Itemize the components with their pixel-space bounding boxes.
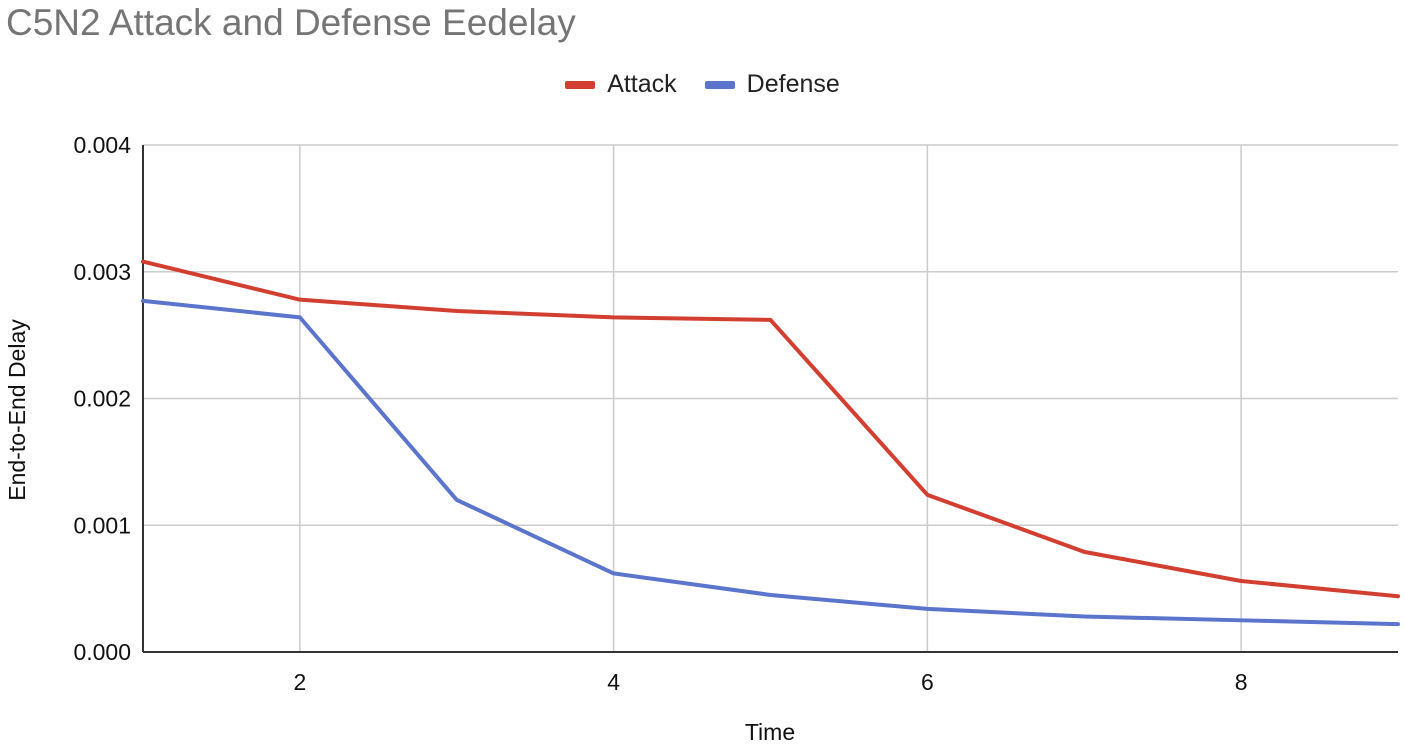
legend-item-defense[interactable]: Defense [704, 70, 840, 99]
x-tick-label: 4 [607, 669, 620, 695]
x-tick-label: 8 [1235, 669, 1248, 695]
legend: Attack Defense [0, 70, 1405, 99]
y-tick-label: 0.000 [73, 639, 131, 665]
y-axis-title: End-to-End Delay [4, 319, 30, 501]
legend-swatch-attack [565, 80, 596, 89]
y-tick-label: 0.004 [73, 132, 131, 158]
y-tick-label: 0.003 [73, 259, 131, 285]
chart-title: C5N2 Attack and Defense Eedelay [6, 2, 576, 43]
y-tick-label: 0.001 [73, 512, 131, 538]
legend-label-defense: Defense [746, 70, 840, 98]
y-tick-label: 0.002 [73, 386, 131, 412]
x-tick-label: 6 [921, 669, 934, 695]
label-layer: 0.000 0.001 0.002 0.003 0.004 2 4 6 8 [73, 132, 1247, 695]
legend-swatch-defense [704, 80, 735, 89]
axis-layer [142, 145, 1398, 653]
series-layer [141, 259, 1400, 627]
series-line-attack[interactable] [141, 259, 1400, 599]
x-axis-title: Time [745, 719, 795, 745]
series-line-defense[interactable] [141, 298, 1400, 627]
x-tick-label: 2 [293, 669, 306, 695]
legend-label-attack: Attack [607, 70, 677, 98]
legend-item-attack[interactable]: Attack [565, 70, 677, 99]
